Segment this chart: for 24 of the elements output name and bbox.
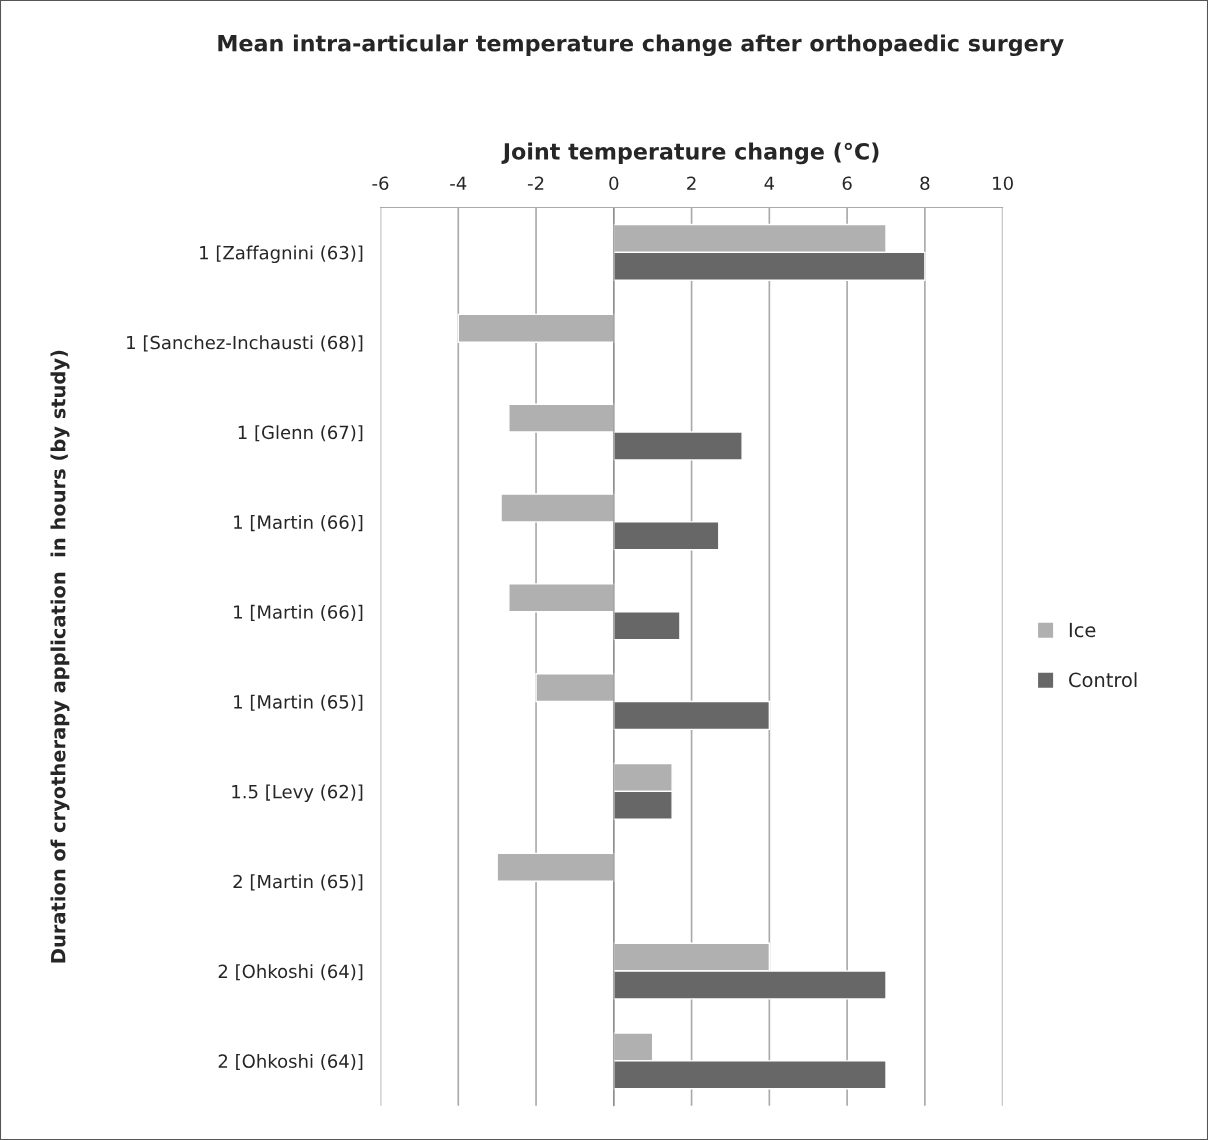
y-tick-label: 1 [Martin (66)] [234,604,363,621]
y-tick-label: 1 [Sanchez-Inchausti (68)] [127,335,363,352]
y-tick-label: 1 [Zaffagnini (63)] [200,245,363,264]
x-tick-label: 8 [920,176,930,191]
x-tick-label: 6 [842,176,852,191]
x-tick-label: -2 [527,176,544,190]
x-tick-label: 0 [609,176,619,191]
y-tick-label: 2 [Martin (65)] [233,874,363,891]
legend-label: Control [1069,672,1137,688]
x-tick-label: 2 [687,176,696,190]
x-tick-label: 4 [764,176,775,190]
x-axis-title: Joint temperature change (°C) [501,142,879,165]
x-tick-label: -6 [372,176,389,191]
x-tick-label: 10 [993,176,1013,191]
y-tick-label: 1.5 [Levy (62)] [232,784,363,802]
legend-label: Ice [1069,622,1096,638]
chart-title: Mean intra-articular temperature change after orthopaedic surgery [218,34,1064,57]
y-tick-label: 2 [Ohkoshi (64)] [218,964,363,981]
y-tick-label: 1 [Glenn (67)] [238,425,363,442]
y-tick-label: 1 [Martin (66)] [234,515,363,532]
y-tick-label: 1 [Martin (65)] [234,694,363,711]
y-axis-title: Duration of cryotherapy application in hours (by study) [50,350,70,963]
y-tick-label: 2 [Ohkoshi (64)] [218,1054,363,1071]
x-tick-label: -4 [450,176,467,190]
